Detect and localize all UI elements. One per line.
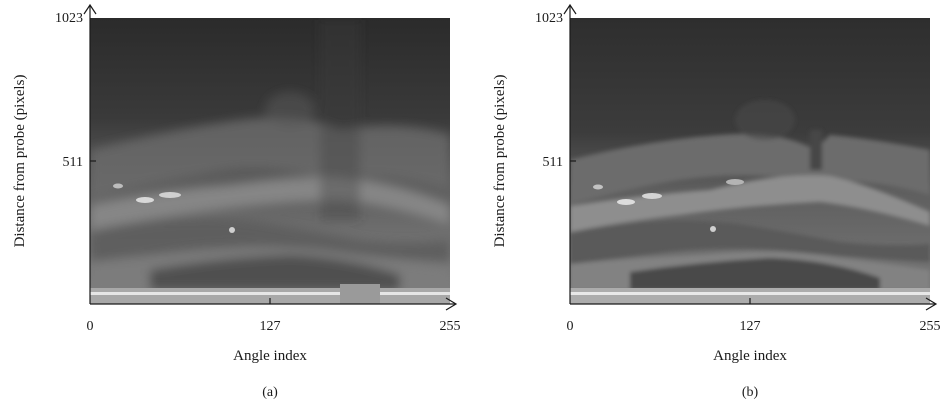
figure-panel-b: 1023 511 0 127 255 Angle index Distance … xyxy=(480,0,951,411)
x-tick-127-b: 127 xyxy=(740,319,761,334)
x-tick-255-b: 255 xyxy=(920,319,941,334)
x-axis-arrow-b xyxy=(925,297,938,311)
ultrasound-image-b xyxy=(570,18,930,304)
caption-b: (b) xyxy=(741,385,759,400)
y-tick-511-b: 511 xyxy=(543,155,563,170)
x-axis-label-a: Angle index xyxy=(233,348,307,364)
y-tick-511-a: 511 xyxy=(63,155,83,170)
y-tick-1023-b: 1023 xyxy=(535,11,563,26)
panel-b-svg: 1023 511 0 127 255 Angle index Distance … xyxy=(492,3,941,364)
y-axis-label-b: Distance from probe (pixels) xyxy=(492,75,508,248)
x-tick-255-a: 255 xyxy=(440,319,461,334)
x-tick-0-a: 0 xyxy=(87,319,94,334)
x-axis-label-b: Angle index xyxy=(713,348,787,364)
panel-a-svg: 1023 511 0 127 255 Angle index Distance … xyxy=(12,3,461,364)
y-tick-1023-a: 1023 xyxy=(55,11,83,26)
figure-panel-a: 1023 511 0 127 255 Angle index Distance … xyxy=(12,3,461,400)
x-axis-arrow-a xyxy=(445,297,458,311)
x-tick-127-a: 127 xyxy=(260,319,281,334)
ultrasound-image-a xyxy=(90,18,450,304)
y-axis-label-a: Distance from probe (pixels) xyxy=(12,75,28,248)
caption-a: (a) xyxy=(262,385,278,400)
y-axis-arrow-a xyxy=(83,3,97,15)
axes-a xyxy=(83,3,458,311)
x-tick-0-b: 0 xyxy=(567,319,574,334)
axes-b xyxy=(563,3,938,311)
y-axis-arrow-b xyxy=(563,3,577,15)
